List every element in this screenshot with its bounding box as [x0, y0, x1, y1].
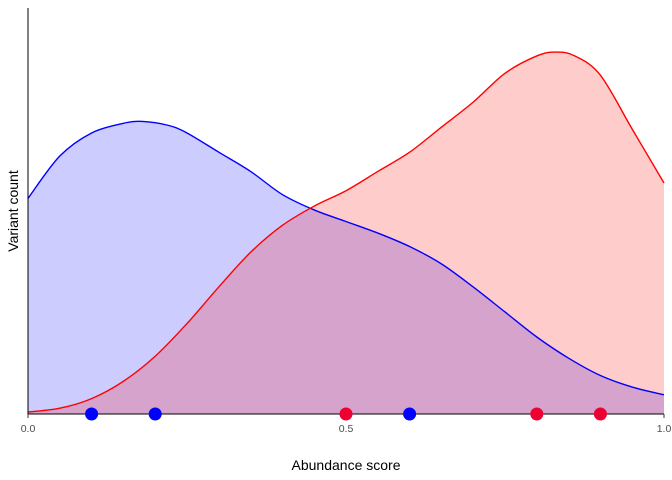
rug-points — [85, 407, 607, 421]
data-point — [403, 407, 417, 421]
density-line-1 — [27, 120, 665, 396]
x-axis-title: Abundance score — [292, 457, 401, 473]
plot-area — [27, 51, 665, 414]
data-point — [339, 407, 353, 421]
x-tick-label: 0.5 — [339, 423, 354, 435]
x-axis-ticks: 0.0 0.5 1.0 — [21, 414, 672, 435]
data-point — [593, 407, 607, 421]
x-tick-label: 0.0 — [21, 423, 36, 435]
data-point — [148, 407, 162, 421]
data-point — [85, 407, 99, 421]
x-tick-label: 1.0 — [657, 423, 672, 435]
density-area-1 — [28, 121, 664, 414]
density-line-2 — [27, 51, 665, 413]
data-point — [530, 407, 544, 421]
y-axis-title: Variant count — [5, 170, 21, 252]
